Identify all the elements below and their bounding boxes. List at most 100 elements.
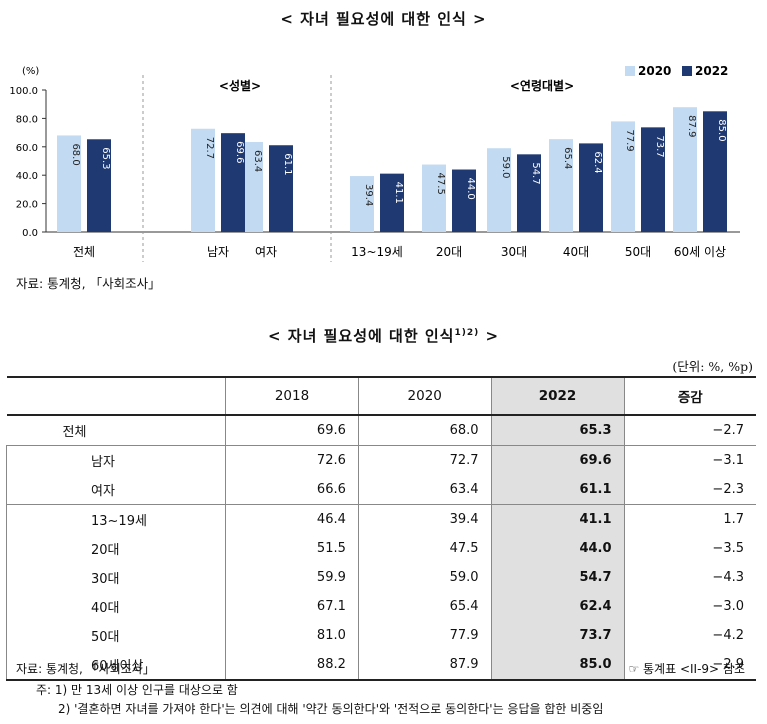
cell-2020: 63.4 xyxy=(358,475,492,505)
table-header-row: 2018 2020 2022 증감 xyxy=(6,376,756,416)
bar-2022 xyxy=(517,154,541,232)
x-tick-label: 60세 이상 xyxy=(674,245,726,259)
table-row: 20대 51.5 47.5 44.0 −3.5 xyxy=(5,534,757,563)
note-1: 주: 1) 만 13세 이상 인구를 대상으로 함 xyxy=(36,683,238,697)
x-tick-label: 전체 xyxy=(73,245,95,259)
row-label: 50대 xyxy=(5,621,227,650)
cell-2022: 65.3 xyxy=(491,415,625,446)
bar-value-label: 73.7 xyxy=(654,135,665,157)
chart-source: 자료: 통계청, 「사회조사」 xyxy=(16,276,161,291)
row-label: 40대 xyxy=(5,592,227,621)
cell-2022: 69.6 xyxy=(491,445,625,475)
y-tick-label: 40.0 xyxy=(16,171,38,182)
bar-2020 xyxy=(611,121,635,232)
table-row: 30대 59.9 59.0 54.7 −4.3 xyxy=(5,563,757,592)
bar-value-label: 77.9 xyxy=(624,129,635,151)
y-tick-label: 100.0 xyxy=(9,86,38,97)
x-axis-labels: 전체 남자 여자 13~19세 20대 30대 40대 50대 60세 이상 xyxy=(73,245,726,259)
row-label: 전체 xyxy=(6,415,227,446)
cell-2018: 81.0 xyxy=(225,621,359,650)
table-title-text: < 자녀 필요성에 대한 인식 xyxy=(267,327,455,345)
bar-2022 xyxy=(641,127,665,232)
group-label-age: <연령대별> xyxy=(510,78,574,93)
bar-value-label: 44.0 xyxy=(465,178,476,200)
cell-2020: 87.9 xyxy=(358,650,492,681)
x-tick-label: 50대 xyxy=(625,245,651,259)
x-tick-label: 남자 xyxy=(207,245,229,259)
table-reference: ☞ 통계표 <II-9> 참조 xyxy=(628,662,745,676)
table-title: < 자녀 필요성에 대한 인식1)2) > xyxy=(0,325,767,346)
row-label: 남자 xyxy=(5,445,227,475)
chart-decor: <성별> <연령대별> xyxy=(142,75,574,262)
table-title-end: > xyxy=(479,327,500,345)
bar-2020 xyxy=(191,128,215,232)
table-row: 여자 66.6 63.4 61.1 −2.3 xyxy=(5,475,757,505)
bar-value-label: 72.7 xyxy=(204,137,215,159)
row-label: 60세이상 xyxy=(5,650,227,681)
y-unit-label: (%) xyxy=(22,66,39,77)
legend-swatch-2022 xyxy=(682,66,692,76)
note-2: 2) '결혼하면 자녀를 가져야 한다'는 의견에 대해 '약간 동의한다'와 … xyxy=(58,702,604,716)
table-row: 전체 69.6 68.0 65.3 −2.7 xyxy=(6,415,757,446)
cell-2018: 69.6 xyxy=(225,415,359,446)
cell-change: 1.7 xyxy=(624,504,756,534)
bar-value-label: 65.3 xyxy=(100,147,111,169)
bar-value-label: 39.4 xyxy=(363,184,374,206)
bar-value-label: 59.0 xyxy=(500,156,511,178)
bar-2020 xyxy=(350,176,374,232)
bar-2022 xyxy=(269,145,293,232)
header-2018: 2018 xyxy=(225,376,359,416)
cell-change: −2.7 xyxy=(712,423,744,438)
cell-2022: 85.0 xyxy=(491,650,625,681)
cell-change: −3.0 xyxy=(712,599,744,614)
y-tick-label: 20.0 xyxy=(16,200,38,211)
cell-2020: 47.5 xyxy=(358,534,492,563)
bar-2022 xyxy=(221,133,245,232)
bar-value-label: 47.5 xyxy=(435,173,446,195)
cell-2020: 39.4 xyxy=(358,504,492,534)
row-label: 30대 xyxy=(5,563,227,592)
table-row: 60세이상 88.2 87.9 85.0 −2.9 xyxy=(5,650,756,681)
cell-2018: 72.6 xyxy=(225,445,359,475)
header-change: 증감 xyxy=(624,376,756,416)
row-label: 20대 xyxy=(5,534,227,563)
cell-2022: 54.7 xyxy=(491,563,625,592)
legend-label-2022: 2022 xyxy=(695,64,728,78)
row-label: 여자 xyxy=(5,475,227,505)
group-label-sex: <성별> xyxy=(219,78,261,93)
chart-title: < 자녀 필요성에 대한 인식 > xyxy=(280,10,487,28)
legend-swatch-2020 xyxy=(625,66,635,76)
bar-2022 xyxy=(452,169,476,232)
legend-label-2020: 2020 xyxy=(638,64,671,78)
table-row: 남자 72.6 72.7 69.6 −3.1 xyxy=(5,445,756,475)
bar-2020 xyxy=(549,139,573,232)
cell-2022: 73.7 xyxy=(491,621,625,650)
table-row: 50대 81.0 77.9 73.7 −4.2 xyxy=(5,621,757,650)
table-title-footnote: 1)2) xyxy=(454,328,480,338)
cell-2018: 46.4 xyxy=(225,504,359,534)
bar-value-label: 54.7 xyxy=(530,162,541,184)
cell-2020: 72.7 xyxy=(358,445,492,475)
bar-2020 xyxy=(487,148,511,232)
cell-2020: 77.9 xyxy=(358,621,492,650)
cell-2018: 66.6 xyxy=(225,475,359,505)
cell-change: −2.9 xyxy=(624,650,756,681)
bar-value-label: 62.4 xyxy=(592,151,603,173)
cell-change: −4.3 xyxy=(712,570,744,585)
header-2022: 2022 xyxy=(491,376,625,416)
bar-value-label: 69.6 xyxy=(234,141,245,163)
cell-2022: 44.0 xyxy=(491,534,625,563)
y-tick-label: 60.0 xyxy=(16,143,38,154)
bar-value-label: 87.9 xyxy=(686,115,697,137)
bar-chart: (%) 0.0 20.0 40.0 60.0 80.0 100.0 68.0 72.7 63.4… xyxy=(9,64,740,262)
legend: 2020 2022 xyxy=(625,64,728,78)
table-unit: (단위: %, %p) xyxy=(672,359,753,374)
bar-2020 xyxy=(673,107,697,232)
table-body: 전체 69.6 68.0 65.3 −2.7 남자 72.6 72.7 69.6 −3.1 여자 66… xyxy=(5,415,757,681)
bars: 68.0 72.7 63.4 39.4 47.5 59.0 65.4 77.9 87.9 65.3… xyxy=(57,107,727,232)
table-row: 13~19세 46.4 39.4 41.1 1.7 xyxy=(5,504,756,534)
data-table: 2018 2020 2022 증감 전체 69.6 68.0 65.3 −2.7 남자 72… xyxy=(5,376,757,681)
bar-value-label: 41.1 xyxy=(393,182,404,204)
cell-change: −2.3 xyxy=(712,482,744,497)
header-2020: 2020 xyxy=(358,376,492,416)
